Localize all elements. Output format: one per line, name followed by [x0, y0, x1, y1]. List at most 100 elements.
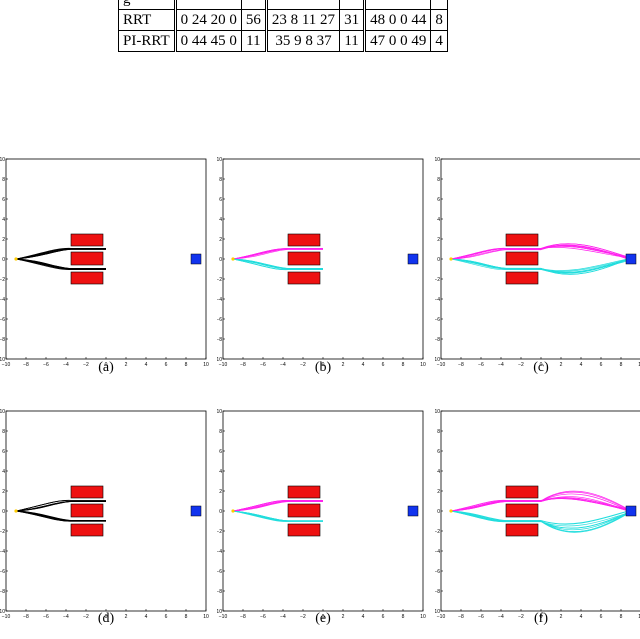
target-square	[190, 253, 202, 265]
y-tick-label: 0	[437, 257, 440, 263]
y-tick-label: −6	[217, 569, 222, 575]
x-tick-label: 0	[540, 362, 543, 368]
x-tick-label: 4	[362, 614, 365, 620]
target-square	[625, 505, 637, 517]
x-tick-label: −8	[240, 362, 246, 368]
trajectory-path	[232, 258, 323, 270]
y-tick-label: −4	[0, 549, 5, 555]
trajectory-path	[450, 497, 632, 512]
x-tick-label: 2	[560, 614, 563, 620]
y-tick-label: −4	[435, 297, 440, 303]
x-tick-label: 8	[185, 614, 188, 620]
x-tick-label: 4	[145, 362, 148, 368]
start-marker	[14, 509, 18, 513]
y-tick-label: 6	[219, 197, 222, 203]
y-tick-label: −2	[217, 529, 222, 535]
start-marker	[449, 257, 453, 261]
x-tick-label: −4	[280, 614, 286, 620]
x-tick-label: 8	[620, 362, 623, 368]
table-cell: 31	[339, 9, 366, 31]
x-tick-label: −2	[518, 362, 524, 368]
table-cell: 23 8 11 27	[264, 9, 341, 31]
x-tick-label: −4	[63, 614, 69, 620]
y-tick-label: 4	[2, 469, 5, 475]
table-cell: 11	[339, 30, 366, 52]
obstacle-block	[505, 251, 539, 266]
start-marker	[231, 509, 235, 513]
x-tick-label: 0	[105, 614, 108, 620]
x-tick-label: −8	[458, 614, 464, 620]
y-tick-label: 0	[2, 509, 5, 515]
y-tick-label: 4	[437, 469, 440, 475]
y-tick-label: −6	[0, 317, 5, 323]
plot-svg: −10 −8 −6 −4 −2 0 2 4 6 8 10 10 8 6 4 2 0 −2 −4 −6 −8 −10	[217, 409, 426, 620]
y-tick-label: −2	[435, 277, 440, 283]
x-tick-label: −6	[478, 362, 484, 368]
x-tick-label: −6	[260, 614, 266, 620]
obstacle-block	[70, 271, 104, 285]
y-tick-label: −4	[0, 297, 5, 303]
x-tick-label: −10	[2, 614, 11, 620]
table-cell	[363, 0, 432, 10]
trajectory-path	[15, 510, 106, 521]
y-tick-label: 10	[435, 409, 440, 415]
x-tick-label: −4	[280, 362, 286, 368]
y-tick-label: −10	[217, 609, 222, 615]
x-tick-label: 0	[322, 362, 325, 368]
table-cell: PI-RRT	[118, 30, 176, 52]
trajectory-path	[232, 510, 323, 522]
x-tick-label: 4	[145, 614, 148, 620]
table-row: PI-RRT 0 44 45 0 11 35 9 8 37 11 47 0 0 …	[118, 30, 448, 52]
plot-frame	[5, 410, 207, 612]
trajectory-path	[232, 249, 323, 260]
table-cell: 56	[240, 9, 267, 31]
table-cell	[173, 0, 242, 10]
x-tick-label: 4	[580, 362, 583, 368]
y-tick-label: −4	[435, 549, 440, 555]
obstacle-block	[505, 485, 539, 499]
x-tick-label: −10	[437, 362, 446, 368]
y-tick-label: −10	[0, 357, 5, 363]
y-tick-label: 8	[2, 177, 5, 183]
plot-frame	[5, 158, 207, 360]
table-cell: 4	[430, 30, 448, 52]
start-marker	[14, 257, 18, 261]
y-tick-label: 6	[437, 449, 440, 455]
panel-caption: (e)	[315, 611, 331, 626]
plot-svg: −10 −8 −6 −4 −2 0 2 4 6 8 10 10 8 6 4 2 0 −2 −4 −6 −8 −10	[217, 157, 426, 368]
obstacle-block	[287, 523, 321, 537]
x-tick-label: 4	[362, 362, 365, 368]
y-tick-label: 10	[0, 409, 5, 415]
panel-caption: (c)	[533, 360, 549, 375]
y-tick-label: 4	[2, 217, 5, 223]
trajectory-path	[450, 510, 632, 533]
x-tick-label: −2	[83, 362, 89, 368]
y-tick-label: −8	[435, 589, 440, 595]
trajectory-path	[15, 248, 106, 260]
x-tick-label: 2	[125, 614, 128, 620]
trajectory-path	[450, 510, 632, 529]
y-tick-label: 8	[437, 429, 440, 435]
x-tick-label: −6	[260, 362, 266, 368]
y-tick-label: 0	[437, 509, 440, 515]
trajectory-path	[15, 501, 106, 512]
target-square	[407, 505, 419, 517]
plot-panel: −10 −8 −6 −4 −2 0 2 4 6 8 10 10 8 6 4 2 0 −2 −4 −6 −8 −10	[435, 407, 640, 621]
obstacle-block	[287, 251, 321, 266]
obstacle-block	[70, 485, 104, 499]
obstacle-block	[287, 503, 321, 518]
x-tick-label: 10	[420, 362, 426, 368]
x-tick-label: 6	[165, 362, 168, 368]
panel-caption: (d)	[97, 611, 115, 626]
x-tick-label: −2	[300, 362, 306, 368]
x-tick-label: 0	[540, 614, 543, 620]
table-cell: 0 24 20 0	[173, 9, 242, 31]
x-tick-label: 2	[560, 362, 563, 368]
x-tick-label: 10	[203, 614, 209, 620]
target-square	[407, 253, 419, 265]
y-tick-label: −8	[0, 337, 5, 343]
trajectory-path	[232, 258, 323, 269]
obstacle-block	[70, 251, 104, 266]
y-tick-label: 2	[219, 489, 222, 495]
target-square	[625, 253, 637, 265]
